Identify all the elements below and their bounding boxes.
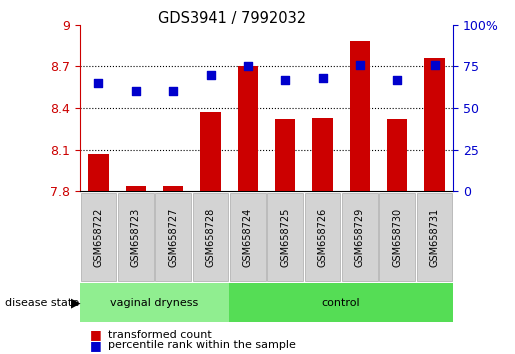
Text: vaginal dryness: vaginal dryness	[110, 298, 199, 308]
Bar	[267, 193, 303, 281]
Bar	[424, 58, 445, 191]
Bar	[379, 193, 415, 281]
Text: GSM658722: GSM658722	[94, 207, 104, 267]
Text: GSM658728: GSM658728	[205, 207, 215, 267]
Point	[169, 88, 177, 94]
Point	[356, 62, 364, 68]
Bar	[230, 193, 266, 281]
Point	[393, 77, 401, 82]
Text: GSM658725: GSM658725	[280, 207, 290, 267]
Text: percentile rank within the sample: percentile rank within the sample	[108, 340, 296, 350]
Bar	[193, 193, 229, 281]
Point	[132, 88, 140, 94]
Bar	[229, 283, 453, 322]
Bar	[126, 185, 146, 191]
Text: GSM658723: GSM658723	[131, 207, 141, 267]
Bar	[275, 119, 296, 191]
Text: ■: ■	[90, 339, 102, 352]
Bar	[342, 193, 378, 281]
Text: ▶: ▶	[72, 296, 81, 309]
Text: GSM658724: GSM658724	[243, 207, 253, 267]
Bar	[155, 193, 191, 281]
Text: GDS3941 / 7992032: GDS3941 / 7992032	[158, 11, 306, 25]
Text: control: control	[322, 298, 360, 308]
Text: GSM658729: GSM658729	[355, 207, 365, 267]
Bar	[88, 154, 109, 191]
Point	[207, 72, 215, 78]
Text: GSM658731: GSM658731	[430, 207, 439, 267]
Text: GSM658727: GSM658727	[168, 207, 178, 267]
Point	[244, 64, 252, 69]
Bar	[118, 193, 154, 281]
Point	[318, 75, 327, 81]
Bar	[312, 118, 333, 191]
Text: ■: ■	[90, 328, 102, 341]
Bar	[237, 67, 258, 191]
Bar	[350, 41, 370, 191]
Point	[281, 77, 289, 82]
Text: GSM658726: GSM658726	[318, 207, 328, 267]
Text: transformed count: transformed count	[108, 330, 212, 339]
Point	[94, 80, 102, 86]
Point	[431, 62, 439, 68]
Bar	[200, 112, 221, 191]
Text: GSM658730: GSM658730	[392, 207, 402, 267]
Bar	[304, 193, 340, 281]
Text: disease state: disease state	[5, 298, 79, 308]
Bar	[80, 193, 116, 281]
Bar	[417, 193, 453, 281]
Bar	[80, 283, 229, 322]
Bar	[387, 119, 407, 191]
Bar	[163, 185, 183, 191]
